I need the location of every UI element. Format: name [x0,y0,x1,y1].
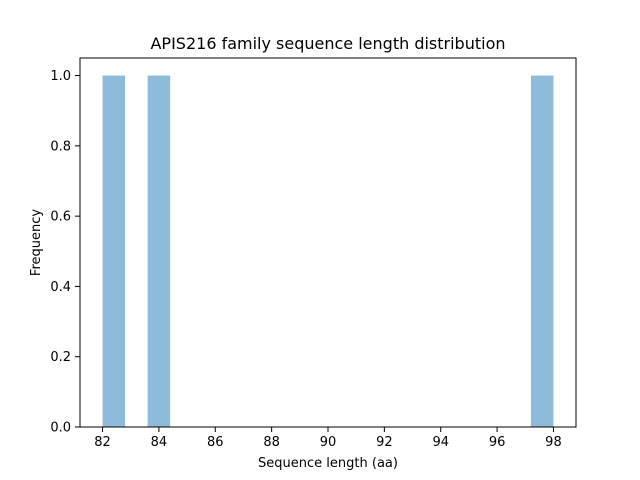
y-axis-title: Frequency [29,209,44,276]
x-tick-label: 90 [320,435,337,450]
histogram-bar-3 [530,75,554,428]
bars-layer [102,75,554,428]
x-tick-label: 96 [489,435,506,450]
x-tick-label: 86 [207,435,224,450]
y-tick-label: 0.8 [50,139,71,154]
x-tick-label: 98 [545,435,562,450]
histogram-bar-2 [147,75,171,428]
x-tick-label: 84 [151,435,168,450]
chart-title: APIS216 family sequence length distribut… [150,34,505,53]
y-tick-label: 0.0 [50,421,71,436]
histogram-bar-1 [102,75,126,428]
y-tick-label: 1.0 [50,69,71,84]
y-tick-label: 0.4 [50,280,71,295]
x-axis-title: Sequence length (aa) [258,456,398,471]
x-tick-label: 92 [376,435,393,450]
y-tick-label: 0.2 [50,350,71,365]
y-axis-ticks: 0.0 0.2 0.4 0.6 0.8 1.0 [50,69,80,436]
y-tick-label: 0.6 [50,210,71,225]
x-axis-ticks: 82 84 86 88 90 92 94 96 98 [94,427,562,450]
x-tick-label: 94 [432,435,449,450]
x-tick-label: 82 [94,435,111,450]
x-tick-label: 88 [263,435,280,450]
